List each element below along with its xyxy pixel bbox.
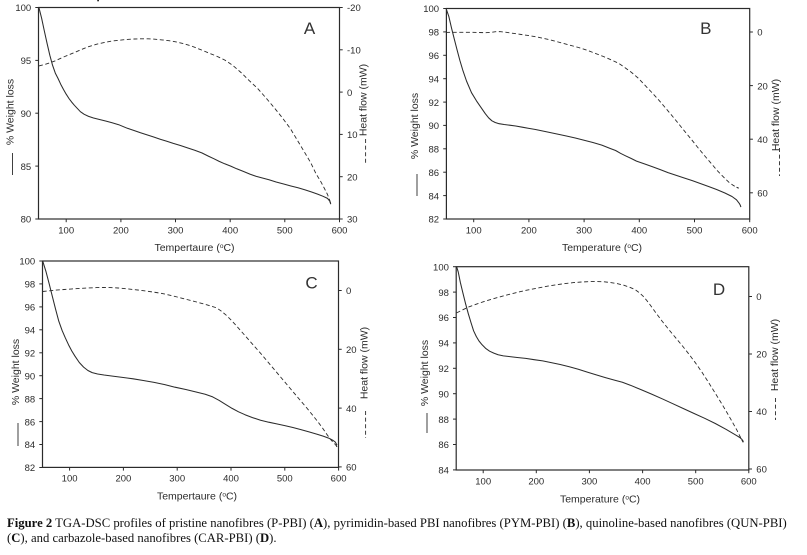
- svg-text:% Weight loss: % Weight loss: [419, 340, 431, 406]
- svg-text:40: 40: [346, 404, 357, 415]
- svg-text:D: D: [713, 280, 725, 299]
- svg-text:Tempertaure (oC): Tempertaure (oC): [154, 242, 234, 254]
- svg-text:86: 86: [429, 168, 440, 179]
- svg-text:100: 100: [58, 225, 74, 236]
- svg-text:98: 98: [25, 280, 36, 291]
- svg-text:200: 200: [521, 225, 537, 236]
- svg-text:B: B: [700, 19, 711, 38]
- svg-text:400: 400: [223, 474, 239, 485]
- svg-text:80: 80: [21, 215, 32, 226]
- svg-text:90: 90: [25, 371, 36, 382]
- svg-text:600: 600: [742, 225, 758, 236]
- svg-text:Temperature (oC): Temperature (oC): [560, 494, 640, 506]
- svg-text:86: 86: [25, 417, 36, 428]
- svg-text:40: 40: [757, 135, 768, 146]
- svg-text:0: 0: [346, 286, 351, 297]
- svg-text:20: 20: [756, 350, 767, 361]
- svg-text:98: 98: [438, 288, 449, 299]
- svg-text:60: 60: [756, 465, 767, 476]
- svg-text:Tempertaure (oC): Tempertaure (oC): [157, 491, 237, 503]
- svg-text:60: 60: [346, 463, 357, 474]
- svg-text:Heat flow (mW): Heat flow (mW): [770, 79, 782, 151]
- svg-text:400: 400: [631, 225, 647, 236]
- svg-text:200: 200: [113, 225, 129, 236]
- svg-text:Heat flow (mW): Heat flow (mW): [359, 327, 371, 399]
- svg-text:95: 95: [21, 56, 32, 67]
- svg-text:600: 600: [741, 476, 757, 487]
- svg-text:94: 94: [25, 326, 36, 337]
- svg-text:20: 20: [757, 81, 768, 92]
- svg-text:92: 92: [25, 349, 36, 360]
- svg-text:86: 86: [438, 440, 449, 451]
- svg-text:0: 0: [756, 292, 761, 303]
- svg-text:92: 92: [429, 98, 440, 109]
- svg-text:300: 300: [168, 225, 184, 236]
- svg-text:98: 98: [429, 28, 440, 39]
- svg-text:Heat flow (mW): Heat flow (mW): [769, 319, 781, 391]
- svg-text:10: 10: [347, 130, 358, 141]
- svg-text:% Weight loss: % Weight loss: [5, 79, 17, 145]
- svg-text:400: 400: [635, 476, 651, 487]
- svg-text:94: 94: [438, 339, 449, 350]
- svg-text:96: 96: [438, 313, 449, 324]
- svg-text:20: 20: [346, 345, 357, 356]
- svg-text:-10: -10: [347, 46, 361, 57]
- svg-text:300: 300: [576, 225, 592, 236]
- svg-text:100: 100: [423, 4, 439, 15]
- svg-text:% Weight loss: % Weight loss: [409, 93, 421, 159]
- svg-text:90: 90: [438, 389, 449, 400]
- svg-text:500: 500: [687, 225, 703, 236]
- svg-text:100: 100: [15, 3, 31, 14]
- svg-text:100: 100: [19, 257, 35, 268]
- svg-text:Temperature (oC): Temperature (oC): [562, 242, 642, 254]
- svg-text:500: 500: [688, 476, 704, 487]
- svg-text:88: 88: [438, 415, 449, 426]
- svg-text:82: 82: [429, 215, 440, 226]
- svg-text:94: 94: [429, 74, 440, 85]
- svg-text:60: 60: [757, 189, 768, 200]
- svg-text:88: 88: [25, 394, 36, 405]
- svg-text:30: 30: [347, 215, 358, 226]
- svg-text:400: 400: [222, 225, 238, 236]
- svg-text:A: A: [304, 19, 316, 38]
- svg-text:85: 85: [21, 162, 32, 173]
- svg-text:200: 200: [528, 476, 544, 487]
- svg-text:96: 96: [429, 51, 440, 62]
- svg-text:300: 300: [169, 474, 185, 485]
- svg-text:300: 300: [581, 476, 597, 487]
- svg-text:20: 20: [347, 172, 358, 183]
- svg-text:0: 0: [757, 28, 762, 39]
- svg-text:Heat flow (mW): Heat flow (mW): [358, 64, 370, 136]
- svg-text:92: 92: [438, 364, 449, 375]
- svg-text:96: 96: [25, 303, 36, 314]
- svg-text:84: 84: [25, 440, 36, 451]
- svg-text:200: 200: [115, 474, 131, 485]
- svg-text:600: 600: [331, 474, 347, 485]
- svg-text:100: 100: [62, 474, 78, 485]
- svg-text:-20: -20: [347, 3, 361, 14]
- svg-text:84: 84: [438, 466, 449, 477]
- svg-text:82: 82: [25, 463, 36, 474]
- svg-text:100: 100: [433, 262, 449, 273]
- svg-text:90: 90: [429, 121, 440, 132]
- svg-text:500: 500: [277, 225, 293, 236]
- svg-text:0: 0: [347, 88, 352, 99]
- svg-text:40: 40: [756, 407, 767, 418]
- svg-text:88: 88: [429, 145, 440, 156]
- svg-text:% Weight loss: % Weight loss: [10, 339, 22, 405]
- svg-text:90: 90: [21, 109, 32, 120]
- svg-text:100: 100: [475, 476, 491, 487]
- svg-text:600: 600: [332, 225, 348, 236]
- svg-text:500: 500: [277, 474, 293, 485]
- svg-text:C: C: [305, 274, 317, 293]
- svg-text:100: 100: [466, 225, 482, 236]
- svg-text:84: 84: [429, 191, 440, 202]
